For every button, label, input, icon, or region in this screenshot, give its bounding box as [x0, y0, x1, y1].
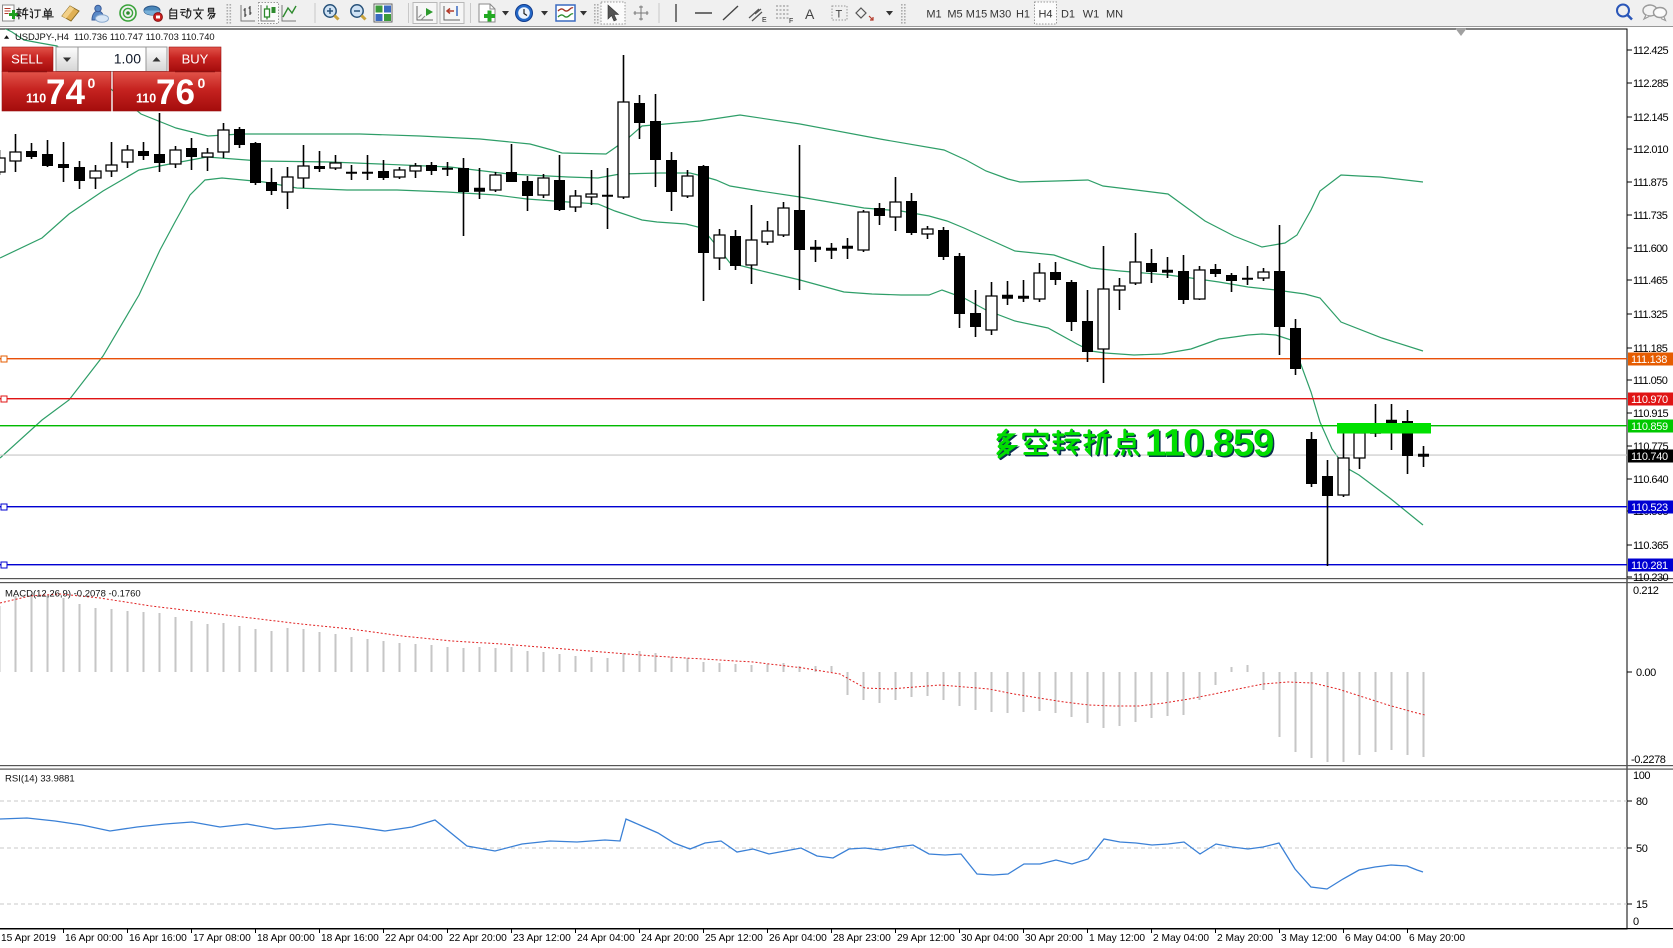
svg-text:3 May 12:00: 3 May 12:00	[1281, 933, 1337, 944]
svg-text:15 Apr 2019: 15 Apr 2019	[1, 933, 56, 944]
svg-text:15: 15	[1636, 899, 1648, 911]
svg-text:76: 76	[156, 73, 195, 112]
svg-text:29 Apr 12:00: 29 Apr 12:00	[897, 933, 955, 944]
svg-text:A: A	[805, 6, 815, 22]
svg-text:0.00: 0.00	[1636, 667, 1656, 679]
svg-text:25 Apr 12:00: 25 Apr 12:00	[705, 933, 763, 944]
svg-text:RSI(14) 33.9881: RSI(14) 33.9881	[5, 774, 75, 785]
svg-text:BUY: BUY	[182, 52, 209, 67]
svg-text:2 May 20:00: 2 May 20:00	[1217, 933, 1273, 944]
svg-text:2 May 04:00: 2 May 04:00	[1153, 933, 1209, 944]
svg-text:D1: D1	[1061, 9, 1075, 21]
svg-text:50: 50	[1636, 843, 1648, 855]
svg-text:30 Apr 04:00: 30 Apr 04:00	[961, 933, 1019, 944]
svg-text:M15: M15	[966, 9, 987, 21]
svg-text:M30: M30	[990, 9, 1011, 21]
svg-text:0.212: 0.212	[1633, 585, 1659, 597]
svg-text:0: 0	[198, 75, 206, 91]
svg-text:6 May 20:00: 6 May 20:00	[1409, 933, 1465, 944]
svg-text:26 Apr 04:00: 26 Apr 04:00	[769, 933, 827, 944]
svg-text:110.640: 110.640	[1633, 474, 1669, 486]
svg-text:110.915: 110.915	[1633, 408, 1669, 420]
svg-text:W1: W1	[1083, 9, 1100, 21]
svg-text:SELL: SELL	[11, 52, 43, 67]
svg-text:111.735: 111.735	[1633, 210, 1668, 222]
svg-text:30 Apr 20:00: 30 Apr 20:00	[1025, 933, 1083, 944]
svg-text:6 May 04:00: 6 May 04:00	[1345, 933, 1401, 944]
svg-text:110.281: 110.281	[1631, 560, 1668, 572]
svg-text:110.970: 110.970	[1631, 394, 1668, 406]
svg-text:110.365: 110.365	[1633, 540, 1669, 552]
svg-text:111.185: 111.185	[1633, 343, 1668, 355]
svg-text:28 Apr 23:00: 28 Apr 23:00	[833, 933, 891, 944]
svg-text:112.010: 112.010	[1633, 144, 1669, 156]
svg-text:0: 0	[88, 75, 96, 91]
svg-text:M5: M5	[947, 9, 962, 21]
svg-text:24 Apr 04:00: 24 Apr 04:00	[577, 933, 635, 944]
svg-text:H1: H1	[1016, 9, 1030, 21]
svg-text:111.465: 111.465	[1633, 275, 1668, 287]
svg-text:-0.2278: -0.2278	[1631, 754, 1666, 766]
svg-text:112.285: 112.285	[1633, 78, 1669, 90]
svg-text:18 Apr 16:00: 18 Apr 16:00	[321, 933, 379, 944]
svg-text:16 Apr 00:00: 16 Apr 00:00	[65, 933, 123, 944]
svg-text:112.425: 112.425	[1633, 45, 1669, 57]
svg-text:80: 80	[1636, 796, 1648, 808]
svg-text:17 Apr 08:00: 17 Apr 08:00	[193, 933, 251, 944]
svg-text:MN: MN	[1106, 9, 1123, 21]
svg-text:111.875: 111.875	[1633, 177, 1668, 189]
svg-text:H4: H4	[1038, 9, 1052, 21]
svg-text:74: 74	[46, 73, 85, 112]
svg-text:24 Apr 20:00: 24 Apr 20:00	[641, 933, 699, 944]
svg-text:111.600: 111.600	[1633, 243, 1668, 255]
svg-text:E: E	[762, 17, 767, 24]
svg-text:111.325: 111.325	[1633, 309, 1668, 321]
svg-text:18 Apr 00:00: 18 Apr 00:00	[257, 933, 315, 944]
svg-text:110: 110	[136, 92, 156, 106]
svg-text:111.050: 111.050	[1633, 375, 1668, 387]
svg-text:100: 100	[1633, 770, 1650, 782]
svg-text:16 Apr 16:00: 16 Apr 16:00	[129, 933, 187, 944]
svg-text:T: T	[836, 9, 843, 21]
svg-text:22 Apr 20:00: 22 Apr 20:00	[449, 933, 507, 944]
svg-text:1.00: 1.00	[114, 51, 141, 67]
svg-text:F: F	[789, 18, 793, 25]
svg-text:MACD(12,26,9) -0.2078 -0.1760: MACD(12,26,9) -0.2078 -0.1760	[5, 589, 141, 600]
svg-text:110: 110	[26, 92, 46, 106]
svg-text:M1: M1	[926, 9, 941, 21]
svg-text:1 May 12:00: 1 May 12:00	[1089, 933, 1145, 944]
svg-text:USDJPY-,H4 110.736 110.747 11: USDJPY-,H4 110.736 110.747 110.703 110.7…	[15, 31, 215, 42]
svg-text:110.740: 110.740	[1631, 451, 1668, 463]
svg-text:23 Apr 12:00: 23 Apr 12:00	[513, 933, 571, 944]
svg-text:110.859: 110.859	[1145, 423, 1273, 465]
svg-text:110.859: 110.859	[1631, 421, 1668, 433]
svg-text:110.859: 110.859	[1147, 424, 1275, 466]
svg-text:110.230: 110.230	[1633, 572, 1669, 584]
svg-text:112.145: 112.145	[1633, 112, 1669, 124]
svg-text:110.523: 110.523	[1631, 502, 1668, 514]
svg-text:0: 0	[1633, 916, 1639, 928]
svg-text:22 Apr 04:00: 22 Apr 04:00	[385, 933, 443, 944]
svg-text:111.138: 111.138	[1631, 354, 1667, 366]
